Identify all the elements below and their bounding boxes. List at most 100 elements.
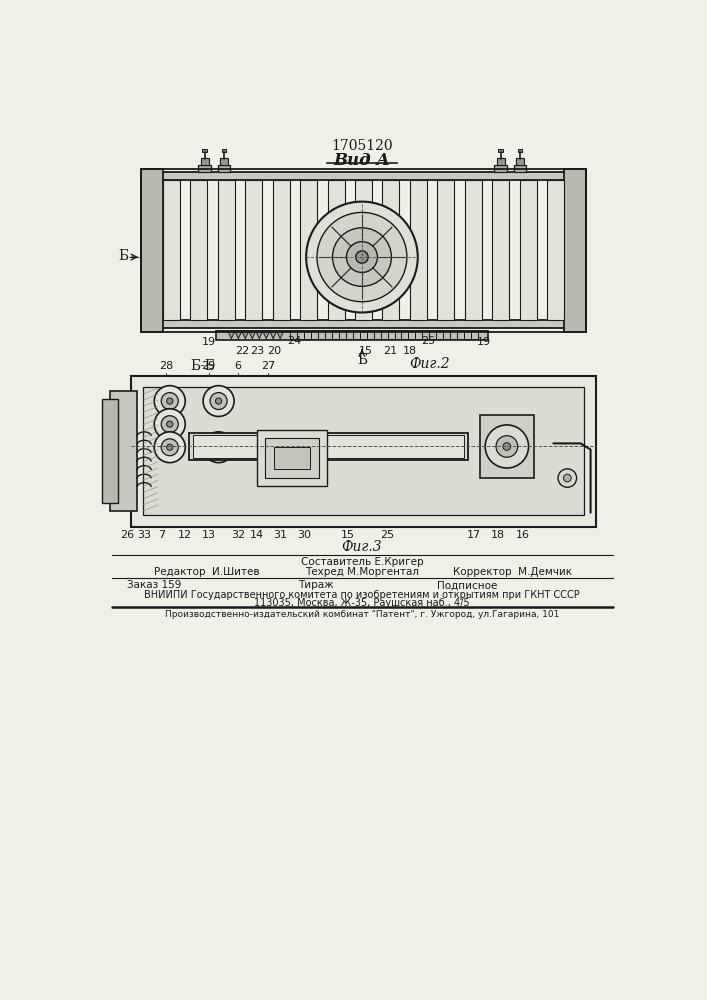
Polygon shape — [242, 331, 249, 339]
Text: 15: 15 — [341, 530, 355, 540]
Bar — [141, 172, 586, 180]
Bar — [265, 438, 320, 478]
Text: Техред М.Моргентал: Техред М.Моргентал — [305, 567, 419, 577]
Bar — [480, 415, 534, 478]
Bar — [516, 158, 524, 165]
Circle shape — [485, 425, 529, 468]
Bar — [218, 165, 230, 172]
Text: Б: Б — [119, 249, 129, 263]
Text: 26: 26 — [120, 530, 134, 540]
Bar — [193, 435, 464, 458]
Text: 6: 6 — [235, 361, 242, 371]
Bar — [464, 180, 482, 320]
Text: 23: 23 — [250, 346, 264, 356]
Bar — [497, 158, 505, 165]
Circle shape — [332, 228, 392, 286]
Circle shape — [356, 251, 368, 263]
Circle shape — [306, 202, 418, 312]
Text: 113035, Москва, Ж-35, Раушская наб., 4/5: 113035, Москва, Ж-35, Раушская наб., 4/5 — [254, 598, 469, 608]
Text: Производственно-издательский комбинат "Патент", г. Ужгород, ул.Гагарина, 101: Производственно-издательский комбинат "П… — [165, 610, 559, 619]
Bar — [520, 180, 537, 320]
Bar — [514, 165, 526, 172]
Polygon shape — [228, 331, 235, 339]
Text: Корректор  М.Демчик: Корректор М.Демчик — [452, 567, 572, 577]
Text: Тираж: Тираж — [298, 580, 333, 590]
Text: Заказ 159: Заказ 159 — [127, 580, 182, 590]
Bar — [143, 387, 585, 515]
Circle shape — [563, 474, 571, 482]
Circle shape — [203, 386, 234, 416]
Text: Составитель Е.Кригер: Составитель Е.Кригер — [300, 557, 423, 567]
Circle shape — [216, 398, 222, 404]
Circle shape — [161, 416, 178, 433]
Text: ВНИИПИ Государственного комитета по изобретениям и открытиям при ГКНТ СССР: ВНИИПИ Государственного комитета по изоб… — [144, 590, 580, 600]
Bar — [518, 149, 522, 152]
Bar — [410, 180, 427, 320]
Circle shape — [203, 432, 234, 463]
Polygon shape — [270, 331, 276, 339]
Text: 22: 22 — [235, 346, 249, 356]
Bar — [141, 320, 586, 328]
Text: 21: 21 — [384, 346, 398, 356]
Bar — [492, 180, 509, 320]
Circle shape — [210, 439, 227, 456]
Text: 32: 32 — [231, 530, 245, 540]
Bar — [257, 430, 327, 486]
Bar — [327, 180, 344, 320]
Polygon shape — [256, 331, 263, 339]
Bar — [498, 149, 503, 152]
Text: 20: 20 — [267, 346, 281, 356]
Polygon shape — [263, 331, 270, 339]
Bar — [202, 149, 207, 152]
Bar — [273, 180, 290, 320]
Text: 28: 28 — [159, 361, 173, 371]
Text: 31: 31 — [274, 530, 288, 540]
Bar — [103, 399, 118, 503]
Bar — [438, 180, 455, 320]
Circle shape — [346, 242, 378, 272]
Bar — [494, 165, 507, 172]
Text: 7: 7 — [158, 530, 165, 540]
Circle shape — [154, 409, 185, 440]
Circle shape — [154, 432, 185, 463]
Bar — [245, 180, 262, 320]
Bar — [274, 447, 310, 469]
Circle shape — [216, 444, 222, 450]
Circle shape — [558, 469, 577, 487]
Circle shape — [496, 436, 518, 457]
Text: 19: 19 — [201, 337, 216, 347]
Bar — [300, 180, 317, 320]
Circle shape — [210, 393, 227, 410]
Text: 13: 13 — [201, 530, 216, 540]
Bar — [547, 180, 564, 320]
Text: 17: 17 — [467, 530, 481, 540]
Bar — [201, 158, 209, 165]
Text: 25: 25 — [380, 530, 394, 540]
Text: 33: 33 — [137, 530, 151, 540]
Text: Вид А: Вид А — [334, 152, 390, 169]
Text: 29: 29 — [201, 361, 216, 371]
Text: 18: 18 — [491, 530, 505, 540]
Circle shape — [161, 393, 178, 410]
Circle shape — [503, 443, 510, 450]
Text: 1705120: 1705120 — [331, 139, 393, 153]
Circle shape — [167, 444, 173, 450]
Text: Подписное: Подписное — [437, 580, 498, 590]
Bar — [199, 165, 211, 172]
Bar — [189, 433, 468, 460]
Bar — [220, 158, 228, 165]
Circle shape — [167, 398, 173, 404]
Text: Б-Б: Б-Б — [191, 359, 216, 373]
Circle shape — [161, 439, 178, 456]
Text: 14: 14 — [250, 530, 264, 540]
Bar — [163, 180, 180, 320]
Polygon shape — [276, 331, 284, 339]
Bar — [216, 331, 488, 340]
Text: 19: 19 — [477, 337, 491, 347]
Text: 24: 24 — [286, 336, 301, 346]
Text: 30: 30 — [297, 530, 311, 540]
Polygon shape — [249, 331, 256, 339]
Text: 12: 12 — [178, 530, 192, 540]
Bar — [131, 376, 596, 527]
Circle shape — [167, 421, 173, 427]
